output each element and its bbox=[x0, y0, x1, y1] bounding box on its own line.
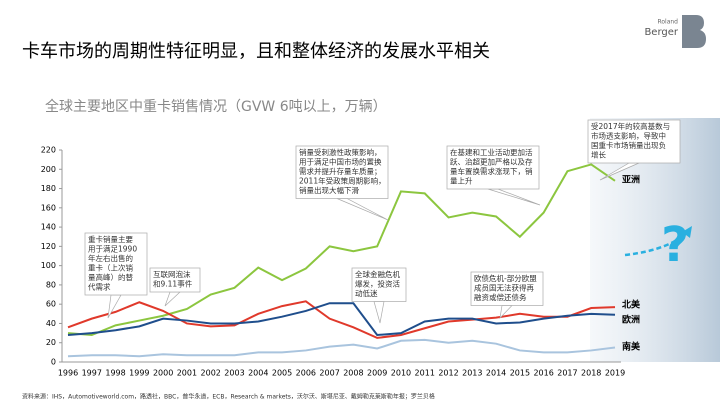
callout-box bbox=[84, 232, 148, 296]
x-tick-label: 2007 bbox=[319, 369, 339, 378]
x-tick-label: 2016 bbox=[533, 369, 553, 378]
x-tick-label: 2000 bbox=[153, 369, 173, 378]
series-line bbox=[67, 300, 616, 339]
x-tick-label: 2019 bbox=[605, 369, 625, 378]
series-line bbox=[67, 163, 616, 337]
callout-text: 销量出现大幅下滑 bbox=[299, 185, 359, 195]
callout-text: 用于满足1990 bbox=[88, 244, 137, 254]
callout-text: 年左右出售的 bbox=[88, 253, 133, 263]
callout-text: 增长 bbox=[591, 150, 606, 160]
callout-text: 销量受刺激性政策影响， bbox=[299, 147, 382, 157]
y-tick-label: 80 bbox=[46, 280, 56, 289]
x-tick-label: 2008 bbox=[343, 369, 363, 378]
callout-pointer bbox=[336, 198, 389, 221]
callout-text: 量上升 bbox=[450, 177, 473, 186]
y-tick-label: 160 bbox=[41, 203, 56, 212]
callout-text: 市场透支影响，导致中 bbox=[591, 131, 666, 141]
logo-mark bbox=[682, 15, 706, 48]
arrow-head bbox=[682, 226, 692, 238]
x-tick-label: 2002 bbox=[201, 369, 221, 378]
y-tick-label: 0 bbox=[51, 358, 56, 367]
y-tick-label: 200 bbox=[41, 165, 56, 174]
callout-text: 全球金融危机 bbox=[355, 269, 400, 279]
legend-label: 欧洲 bbox=[622, 314, 640, 326]
callout-pointer bbox=[107, 294, 122, 319]
question-mark: ? bbox=[661, 217, 689, 273]
callout-text: 用于满足中国市场的置换 bbox=[299, 157, 382, 167]
callout-box bbox=[587, 119, 681, 164]
x-tick-label: 2010 bbox=[391, 369, 411, 378]
y-tick-label: 120 bbox=[41, 242, 56, 251]
callout-box bbox=[295, 145, 389, 199]
callout-box bbox=[149, 267, 201, 293]
callout-text: 在基建和工业活动更加活 bbox=[450, 147, 533, 157]
x-tick-label: 2014 bbox=[486, 369, 506, 378]
callout-text: 重卡销量主要 bbox=[88, 234, 133, 244]
source: 资料来源：IHS，Automotiveworld.com，路透社，BBC，普华永… bbox=[22, 393, 435, 401]
x-tick-label: 1997 bbox=[82, 369, 102, 378]
callout-pointer bbox=[487, 188, 541, 206]
callout-text: 量车置换需求涨现下，销 bbox=[450, 166, 533, 176]
callout-text: 爆发，投资活 bbox=[355, 279, 400, 289]
x-tick-label: 2006 bbox=[296, 369, 316, 378]
legend-label: 亚洲 bbox=[622, 175, 640, 186]
title: 卡车市场的周期性特征明显，且和整体经济的发展水平相关 bbox=[22, 41, 490, 62]
x-tick-label: 2001 bbox=[177, 369, 197, 378]
callout-text: 欧债危机-部分欧盟 bbox=[474, 273, 537, 283]
callout-text: 代需求 bbox=[88, 282, 111, 292]
callout-text: 跃、治超更加严格以及存 bbox=[450, 157, 533, 167]
callout-pointer bbox=[164, 291, 181, 307]
callout-text: 量高峰）的替 bbox=[88, 272, 133, 282]
callout-text: 互联网泡沫 bbox=[153, 269, 191, 279]
series-line bbox=[67, 338, 616, 358]
logo-text: Berger bbox=[644, 27, 678, 38]
series-line bbox=[67, 302, 616, 337]
x-tick-label: 2017 bbox=[557, 369, 577, 378]
x-tick-label: 2018 bbox=[581, 369, 601, 378]
callout-text: 动低迷 bbox=[355, 288, 378, 298]
subtitle: 全球主要地区中重卡销售情况（GVW 6吨以上，万辆） bbox=[45, 98, 387, 115]
x-tick-label: 2013 bbox=[462, 369, 482, 378]
callout-text: 国重卡市场销量出现负 bbox=[591, 140, 666, 150]
x-tick-label: 1996 bbox=[58, 369, 78, 378]
y-tick-label: 220 bbox=[41, 146, 56, 155]
y-tick-label: 60 bbox=[46, 300, 56, 309]
y-tick-label: 20 bbox=[46, 338, 56, 347]
y-tick-label: 40 bbox=[46, 319, 56, 328]
callout-text: 融资或偿还债务 bbox=[474, 292, 527, 302]
x-tick-label: 2011 bbox=[415, 369, 435, 378]
legend-label: 南美 bbox=[622, 341, 641, 353]
callout-text: 2011年受政策周期影响， bbox=[299, 176, 386, 186]
x-tick-label: 2015 bbox=[510, 369, 530, 378]
y-tick-label: 180 bbox=[41, 184, 56, 193]
callout-text: 成员国无法获得再 bbox=[474, 283, 534, 293]
x-tick-label: 2012 bbox=[438, 369, 458, 378]
y-tick-label: 100 bbox=[41, 261, 56, 270]
x-tick-label: 1999 bbox=[129, 369, 149, 378]
legend-label: 北美 bbox=[622, 299, 641, 311]
x-tick-label: 2005 bbox=[272, 369, 292, 378]
logo-text: Roland bbox=[657, 19, 678, 26]
y-tick-label: 140 bbox=[41, 223, 56, 232]
callout-text: 重卡（上次销 bbox=[88, 263, 133, 273]
x-tick-label: 1998 bbox=[105, 369, 125, 378]
x-tick-label: 2003 bbox=[224, 369, 244, 378]
callout-box bbox=[446, 145, 540, 190]
callout-pointer bbox=[373, 301, 385, 324]
callout-box bbox=[470, 271, 544, 306]
x-tick-label: 2009 bbox=[367, 369, 387, 378]
callout-text: 受2017年的较高基数与 bbox=[591, 121, 670, 131]
callout-text: 和9.11事件 bbox=[153, 279, 193, 289]
x-tick-label: 2004 bbox=[248, 369, 268, 378]
callout-text: 需求并提升存量车质量； bbox=[299, 166, 382, 176]
callout-box bbox=[351, 267, 407, 302]
